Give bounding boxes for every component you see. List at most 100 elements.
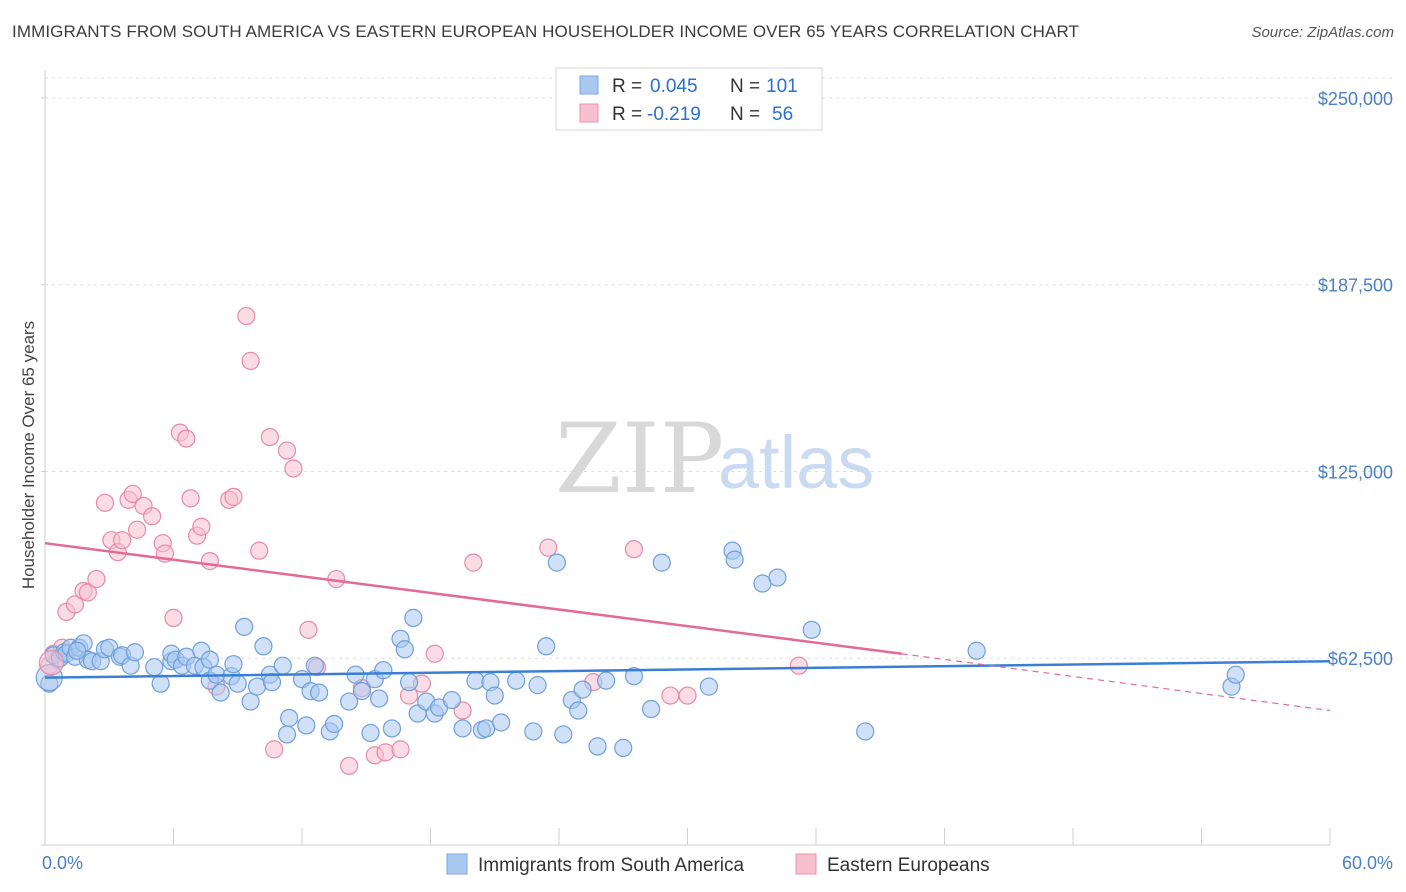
- y-tick-label: $62,500: [1328, 649, 1393, 669]
- scatter-point-south-america: [624, 667, 644, 686]
- scatter-point-south-america: [614, 738, 633, 757]
- scatter-point-south-america: [211, 683, 230, 702]
- scatter-point-south-america: [273, 656, 292, 675]
- scatter-point-eastern-europeans: [678, 686, 697, 705]
- x-tick-label-max: 60.0%: [1342, 853, 1393, 873]
- scatter-point-south-america: [404, 608, 423, 627]
- series-immigrants-south-america: [35, 541, 1245, 757]
- scatter-point-south-america: [573, 680, 592, 699]
- bottom-legend-swatch-blue: [446, 853, 468, 875]
- scatter-point-eastern-europeans: [624, 540, 644, 559]
- scatter-point-south-america: [453, 719, 472, 738]
- scatter-point-south-america: [361, 723, 380, 743]
- scatter-point-south-america: [262, 673, 282, 692]
- scatter-point-eastern-europeans: [38, 650, 65, 676]
- y-tick-label: $250,000: [1318, 89, 1393, 109]
- scatter-point-south-america: [370, 689, 389, 708]
- y-tick-labels: $62,500 $125,000 $187,500 $250,000: [1318, 89, 1393, 669]
- correlation-legend: R = 0.045 N = 101 R = -0.219 N = 56: [555, 67, 823, 131]
- trend-line-eastern-europeans: [44, 541, 902, 655]
- scatter-point-eastern-europeans: [164, 608, 183, 627]
- scatter-point-eastern-europeans: [78, 583, 97, 602]
- scatter-point-south-america: [485, 686, 504, 705]
- legend-swatch-pink: [579, 103, 599, 123]
- scatter-point-eastern-europeans: [539, 538, 558, 557]
- x-ticks: [44, 828, 1331, 845]
- bottom-legend-label-blue: Immigrants from South America: [478, 855, 745, 876]
- scatter-point-south-america: [588, 737, 607, 756]
- scatter-point-south-america: [224, 655, 243, 674]
- scatter-point-south-america: [145, 658, 164, 677]
- scatter-point-south-america: [641, 699, 661, 719]
- scatter-point-south-america: [247, 677, 267, 696]
- scatter-point-south-america: [374, 661, 393, 680]
- scatter-point-south-america: [305, 656, 324, 675]
- scatter-point-south-america: [442, 690, 462, 710]
- scatter-point-south-america: [325, 714, 344, 734]
- scatter-point-south-america: [856, 722, 875, 741]
- watermark-atlas: atlas: [718, 421, 874, 504]
- scatter-point-south-america: [151, 674, 170, 693]
- trend-lines: [44, 541, 1331, 712]
- scatter-point-south-america: [235, 617, 254, 636]
- scatter-point-eastern-europeans: [260, 427, 279, 447]
- x-tick-label-min: 0.0%: [42, 853, 83, 873]
- bottom-legend-swatch-pink: [795, 853, 817, 875]
- scatter-point-south-america: [537, 637, 556, 656]
- chart-title: IMMIGRANTS FROM SOUTH AMERICA VS EASTERN…: [12, 22, 1080, 41]
- scatter-point-south-america: [967, 641, 986, 660]
- bottom-legend-label-pink: Eastern Europeans: [827, 855, 990, 876]
- watermark-zip: ZIP: [555, 403, 724, 515]
- scatter-point-eastern-europeans: [95, 493, 115, 512]
- scatter-point-eastern-europeans: [464, 553, 483, 572]
- scatter-point-south-america: [802, 620, 821, 639]
- scatter-point-eastern-europeans: [241, 351, 260, 370]
- legend-r-value-blue: 0.045: [650, 76, 698, 97]
- scatter-point-eastern-europeans: [250, 541, 269, 560]
- legend-n-value-pink: 56: [772, 104, 793, 125]
- scatter-point-south-america: [395, 640, 414, 659]
- scatter-point-eastern-europeans: [340, 756, 359, 775]
- scatter-point-south-america: [254, 637, 273, 656]
- scatter-point-eastern-europeans: [142, 507, 162, 526]
- scatter-point-south-america: [725, 550, 744, 569]
- scatter-point-eastern-europeans: [277, 441, 297, 460]
- y-tick-label: $125,000: [1318, 462, 1393, 482]
- y-axis-title: Householder Income Over 65 years: [19, 321, 38, 589]
- scatter-point-eastern-europeans: [200, 552, 220, 571]
- scatter-point-eastern-europeans: [87, 569, 106, 589]
- legend-r-label-pink: R =: [612, 104, 642, 125]
- scatter-point-eastern-europeans: [224, 487, 243, 506]
- scatter-point-south-america: [399, 673, 419, 692]
- scatter-point-eastern-europeans: [177, 429, 196, 448]
- scatter-point-south-america: [652, 553, 671, 572]
- scatter-point-south-america: [524, 722, 543, 741]
- legend-box: [555, 67, 823, 131]
- scatter-point-south-america: [547, 553, 566, 572]
- scatter-point-eastern-europeans: [237, 306, 256, 326]
- legend-n-label-blue: N =: [730, 76, 760, 97]
- scatter-point-south-america: [340, 692, 359, 711]
- scatter-point-eastern-europeans: [376, 743, 395, 762]
- scatter-point-eastern-europeans: [661, 686, 680, 705]
- chart-source: Source: ZipAtlas.com: [1251, 24, 1394, 41]
- scatter-point-eastern-europeans: [299, 620, 318, 639]
- scatter-point-eastern-europeans: [123, 484, 142, 503]
- scatter-point-eastern-europeans: [284, 459, 303, 478]
- scatter-point-south-america: [569, 701, 588, 720]
- scatter-point-south-america: [699, 677, 719, 696]
- scatter-point-south-america: [280, 708, 299, 728]
- scatter-point-south-america: [492, 713, 511, 732]
- scatter-point-eastern-europeans: [112, 531, 132, 550]
- scatter-point-south-america: [597, 671, 616, 690]
- scatter-point-south-america: [228, 674, 247, 693]
- scatter-point-south-america: [382, 719, 402, 738]
- legend-n-value-blue: 101: [766, 76, 798, 97]
- scatter-point-eastern-europeans: [192, 517, 211, 536]
- scatter-point-eastern-europeans: [65, 595, 85, 614]
- legend-r-value-pink: -0.219: [647, 104, 701, 125]
- scatter-point-south-america: [554, 725, 573, 744]
- scatter-point-south-america: [277, 725, 297, 744]
- scatter-point-eastern-europeans: [391, 740, 410, 759]
